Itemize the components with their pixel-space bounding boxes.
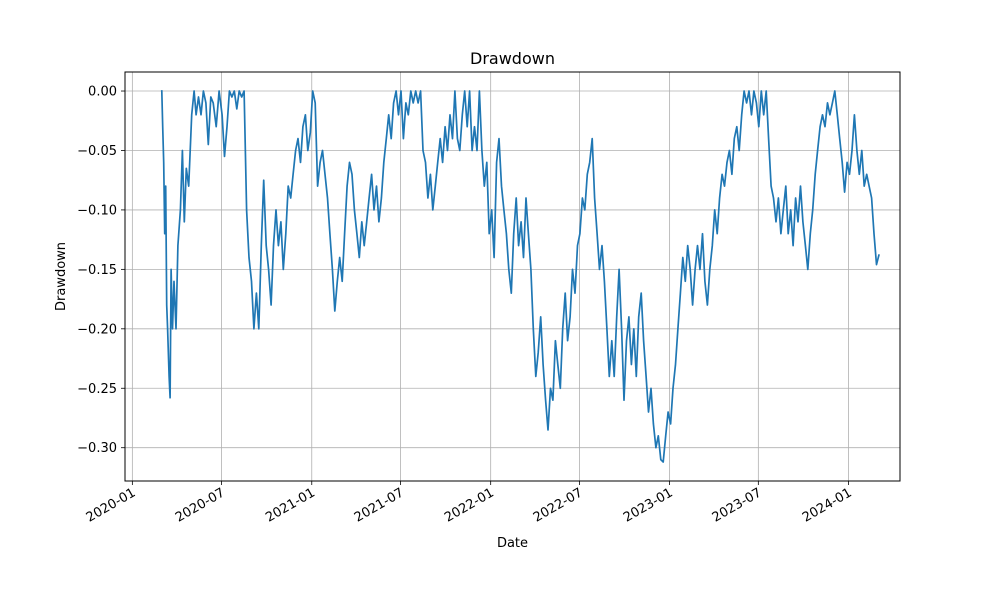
x-tick-label: 2021-01 xyxy=(263,485,318,525)
x-tick-label: 2020-01 xyxy=(84,485,139,525)
x-tick-label: 2023-01 xyxy=(621,485,676,525)
x-tick-label: 2024-01 xyxy=(800,485,855,525)
y-tick-label: −0.25 xyxy=(77,382,117,397)
y-tick-label: −0.15 xyxy=(77,263,117,278)
y-tick-label: 0.00 xyxy=(88,85,117,100)
y-axis-ticks: 0.00 −0.05 −0.10 −0.15 −0.20 −0.25 −0.30 xyxy=(77,85,125,456)
x-tick-label: 2022-07 xyxy=(531,485,586,525)
y-axis-title: Drawdown xyxy=(54,242,69,311)
plot-frame xyxy=(124,71,901,482)
x-tick-label: 2020-07 xyxy=(173,485,228,525)
x-tick-label: 2021-07 xyxy=(352,485,407,525)
x-axis-title: Date xyxy=(497,536,528,551)
chart-title: Drawdown xyxy=(470,49,555,68)
x-tick-label: 2023-07 xyxy=(710,485,765,525)
y-tick-label: −0.20 xyxy=(77,322,117,337)
y-tick-label: −0.05 xyxy=(77,144,117,159)
x-tick-label: 2022-01 xyxy=(442,485,497,525)
y-tick-label: −0.10 xyxy=(77,203,117,218)
series-layer xyxy=(160,90,880,463)
x-axis-ticks: 2020-01 2020-07 2021-01 2021-07 2022-01 2022-… xyxy=(84,481,855,526)
drawdown-series-line xyxy=(160,90,880,463)
y-tick-label: −0.30 xyxy=(77,441,117,456)
